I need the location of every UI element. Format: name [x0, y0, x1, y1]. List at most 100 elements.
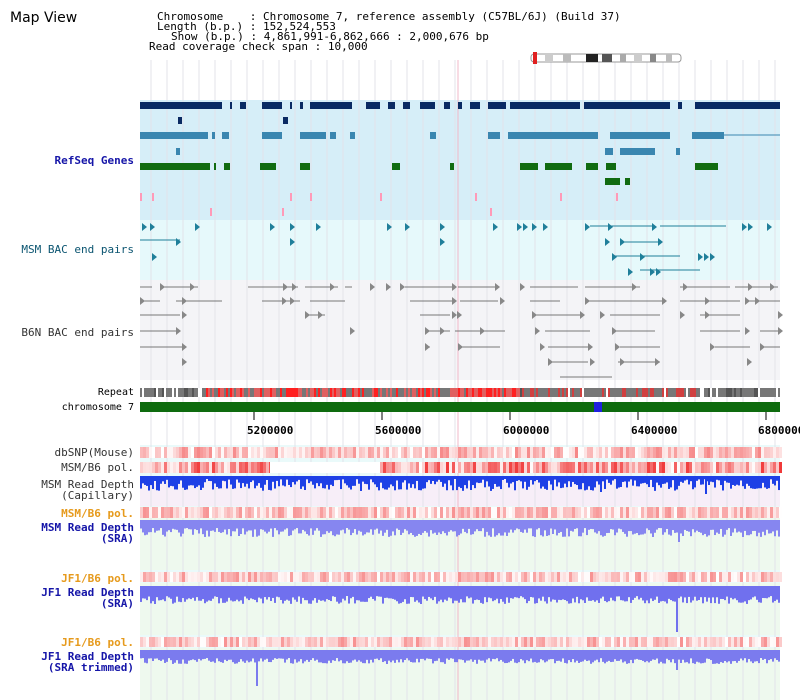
read-depth-bar: [580, 476, 582, 490]
read-depth-bar: [362, 476, 364, 482]
snp-mark: [290, 193, 292, 201]
polymorphism-cell: [140, 637, 143, 647]
polymorphism-cell: [605, 507, 608, 518]
read-depth-bar: [756, 650, 758, 662]
read-depth-bar: [652, 650, 654, 660]
read-depth-bar: [364, 476, 366, 484]
polymorphism-cell: [590, 637, 593, 647]
read-depth-bar: [668, 650, 670, 661]
read-depth-bar: [584, 650, 586, 660]
polymorphism-cell: [617, 637, 620, 647]
polymorphism-cell: [446, 462, 449, 473]
polymorphism-cell: [266, 462, 269, 473]
read-depth-bar: [548, 520, 550, 536]
read-depth-bar: [164, 476, 166, 484]
polymorphism-cell: [749, 447, 752, 458]
read-depth-bar: [578, 476, 580, 490]
read-depth-bar: [186, 650, 188, 664]
polymorphism-cell: [704, 462, 707, 473]
snp-mark: [560, 193, 562, 201]
polymorphism-cell: [518, 462, 521, 473]
read-depth-bar: [694, 520, 696, 533]
read-depth-bar: [590, 586, 592, 601]
read-depth-bar: [602, 650, 604, 662]
read-depth-bar: [638, 520, 640, 536]
read-depth-bar: [668, 520, 670, 535]
repeat-mark: [298, 388, 300, 397]
repeat-mark: [580, 388, 582, 397]
read-depth-bar: [242, 586, 244, 604]
polymorphism-cell: [206, 462, 209, 473]
read-depth-bar: [400, 476, 402, 490]
repeat-mark: [224, 388, 226, 397]
polymorphism-cell: [626, 447, 629, 458]
repeat-mark: [672, 388, 674, 397]
polymorphism-cell: [404, 462, 407, 473]
read-depth-bar: [382, 650, 384, 663]
read-depth-bar: [712, 520, 714, 530]
polymorphism-cell: [377, 447, 380, 458]
read-depth-bar: [722, 520, 724, 537]
repeat-mark: [576, 388, 578, 397]
polymorphism-cell: [629, 637, 632, 647]
read-depth-bar: [290, 586, 292, 604]
polymorphism-cell: [152, 637, 155, 647]
polymorphism-cell: [257, 637, 260, 647]
read-depth-bar: [454, 520, 456, 532]
polymorphism-cell: [464, 572, 467, 582]
repeat-mark: [142, 388, 144, 397]
read-depth-bar: [238, 520, 240, 536]
read-depth-bar: [672, 476, 674, 481]
read-depth-bar: [508, 650, 510, 663]
polymorphism-cell: [650, 507, 653, 518]
read-depth-bar: [508, 476, 510, 488]
read-depth-bar: [458, 476, 460, 487]
read-depth-bar: [758, 520, 760, 533]
read-depth-bar: [492, 586, 494, 602]
polymorphism-cell: [689, 462, 692, 473]
polymorphism-cell: [458, 637, 461, 647]
read-depth-bar: [522, 586, 524, 598]
repeat-mark: [540, 388, 542, 397]
polymorphism-cell: [614, 447, 617, 458]
read-depth-bar: [214, 520, 216, 532]
polymorphism-cell: [608, 462, 611, 473]
read-depth-bar: [504, 586, 506, 604]
polymorphism-cell: [503, 507, 506, 518]
polymorphism-cell: [506, 507, 509, 518]
read-depth-bar: [154, 586, 156, 604]
polymorphism-cell: [743, 507, 746, 518]
repeat-mark: [592, 388, 594, 397]
read-depth-bar: [554, 520, 556, 530]
read-depth-bar: [502, 650, 504, 662]
read-depth-bar: [570, 650, 572, 663]
polymorphism-cell: [737, 637, 740, 647]
read-depth-bar: [768, 476, 770, 489]
track-label-dbsnp: dbSNP(Mouse): [54, 446, 134, 459]
read-depth-bar: [418, 476, 420, 491]
polymorphism-cell: [572, 462, 575, 473]
polymorphism-cell: [617, 507, 620, 518]
read-depth-bar: [346, 520, 348, 529]
repeat-mark: [316, 388, 318, 397]
read-depth-bar: [246, 586, 248, 599]
polymorphism-cell: [470, 572, 473, 582]
polymorphism-cell: [464, 447, 467, 458]
read-depth-bar: [196, 476, 198, 487]
read-depth-bar: [276, 476, 278, 481]
polymorphism-cell: [395, 572, 398, 582]
track-label-repeat: Repeat: [97, 387, 134, 398]
read-depth-bar: [610, 476, 612, 485]
polymorphism-cell: [473, 447, 476, 458]
gene-block: [605, 178, 620, 185]
polymorphism-cell: [776, 507, 779, 518]
polymorphism-cell: [245, 572, 248, 582]
read-depth-bar: [690, 476, 692, 482]
repeat-mark: [462, 388, 464, 397]
snp-mark: [616, 193, 618, 201]
read-depth-bar: [160, 586, 162, 601]
repeat-mark: [256, 388, 258, 397]
read-depth-bar: [162, 650, 164, 660]
read-depth-bar: [744, 650, 746, 659]
